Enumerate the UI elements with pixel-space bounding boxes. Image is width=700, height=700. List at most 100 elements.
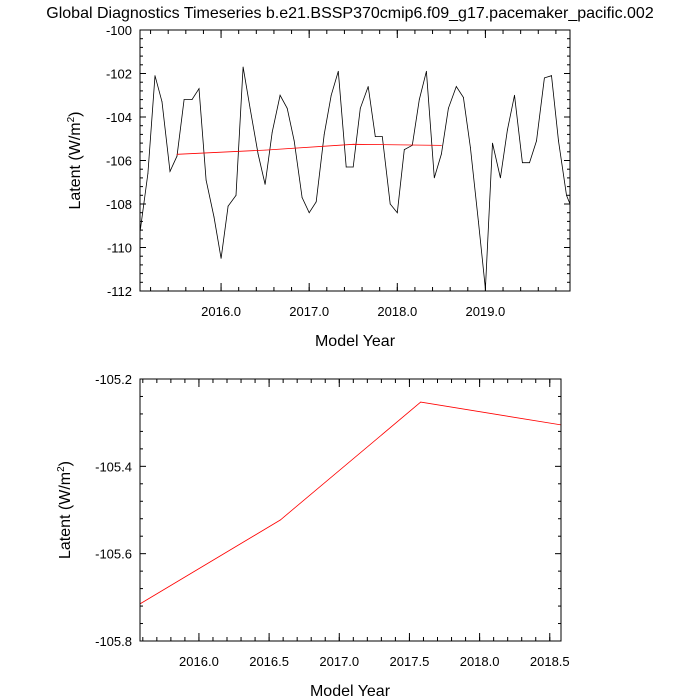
data-point-monthly (271, 131, 273, 133)
data-point-monthly (315, 201, 317, 203)
x-tick-label: 2016.5 (249, 654, 289, 669)
data-point-monthly (426, 70, 427, 72)
data-point-monthly (227, 205, 229, 207)
y-tick-label: -106 (106, 154, 132, 169)
chart-bottom-ticks-minor (140, 379, 561, 641)
data-point-monthly (235, 194, 237, 196)
x-tick-label: 2018.5 (530, 654, 570, 669)
chart-top-x-axis-label: Model Year (315, 333, 396, 350)
y-tick-label: -105.4 (95, 459, 132, 474)
y-tick-label: -105.2 (95, 372, 132, 387)
x-tick-label: 2016.0 (179, 654, 219, 669)
data-point-monthly (161, 101, 163, 103)
data-point-monthly (441, 153, 442, 155)
data-point-monthly (544, 77, 545, 79)
y-tick-label: -108 (106, 197, 132, 212)
data-point-monthly (389, 203, 391, 205)
data-point-monthly (558, 140, 559, 142)
data-point-monthly (522, 162, 523, 164)
data-point-monthly (220, 258, 222, 259)
y-tick-label: -110 (107, 241, 132, 256)
data-point-monthly (478, 221, 479, 222)
data-point-monthly (242, 66, 244, 68)
data-point-monthly (463, 97, 464, 98)
y-tick-label: -105.6 (95, 547, 132, 562)
data-point-monthly (154, 75, 156, 77)
data-point-monthly (183, 99, 185, 100)
x-tick-label: 2018.0 (460, 654, 500, 669)
data-point-monthly (492, 142, 493, 144)
chart-top-frame (139, 29, 571, 292)
chart-bottom-yticks: -105.8 -105.6 -105.4 -105.2 (95, 372, 132, 649)
data-point-monthly (507, 129, 508, 131)
data-point-monthly (301, 197, 303, 198)
data-point-monthly (293, 140, 295, 142)
data-point-monthly (381, 136, 383, 138)
data-point-monthly (286, 107, 288, 109)
data-point-monthly (249, 107, 251, 109)
data-point-monthly (536, 140, 537, 142)
chart-top-y-axis-label-sup: 2 (66, 116, 77, 122)
data-point-monthly (551, 75, 552, 77)
x-tick-label: 2016.0 (201, 304, 241, 319)
y-tick-label: -105.8 (95, 634, 132, 649)
chart-bottom-x-axis-label: Model Year (310, 683, 391, 700)
x-tick-label: 2019.0 (466, 304, 506, 319)
data-point-annual (264, 149, 266, 151)
data-point-monthly (264, 184, 266, 185)
data-point-monthly (147, 173, 149, 174)
data-point-monthly (257, 153, 259, 155)
chart-bottom-y-axis-label: Latent (W/m2) (56, 461, 74, 559)
x-tick-label: 2017.0 (289, 304, 329, 319)
chart-top-yticks: -112 -110 -108 -106 -104 -102 -100 (106, 23, 132, 299)
data-point-monthly (485, 288, 486, 290)
y-tick-label: -104 (106, 110, 132, 125)
data-point-annual (441, 145, 442, 146)
x-tick-label: 2017.0 (319, 654, 359, 669)
data-point-monthly (374, 136, 376, 138)
data-point-monthly (169, 171, 171, 172)
data-point-monthly (345, 166, 347, 168)
chart-bottom-series (139, 401, 562, 605)
series-line-monthly (139, 66, 571, 289)
data-point-monthly (566, 194, 567, 196)
series-line-annual (139, 401, 562, 605)
data-point-monthly (396, 212, 398, 214)
figure-title: Global Diagnostics Timeseries b.e21.BSSP… (46, 5, 654, 22)
chart-top-xticks: 2016.0 2017.0 2018.0 2019.0 (201, 304, 505, 319)
chart-bottom-frame (139, 378, 562, 642)
data-point-monthly (455, 86, 457, 87)
series-line-annual (176, 143, 442, 155)
data-point-monthly (433, 177, 435, 179)
chart-top-series (139, 66, 571, 290)
data-point-monthly (191, 99, 193, 100)
data-point-monthly (470, 147, 471, 148)
data-point-monthly (205, 179, 207, 181)
data-point-annual (279, 519, 281, 521)
data-point-monthly (352, 166, 354, 168)
data-point-monthly (529, 162, 530, 164)
chart-bottom: -105.8 -105.6 -105.4 -105.2 2016.0 2016.5 201… (56, 372, 570, 700)
data-point-annual (420, 401, 422, 403)
chart-top-y-axis-label-main: Latent (W/m (67, 122, 84, 209)
data-point-monthly (359, 107, 361, 109)
data-point-monthly (418, 99, 420, 100)
data-point-monthly (367, 86, 369, 87)
data-point-monthly (308, 212, 310, 214)
data-point-monthly (500, 177, 501, 179)
chart-bottom-y-axis-label-sup: 2 (56, 466, 67, 472)
data-point-monthly (330, 94, 332, 96)
chart-bottom-y-axis-label-main: Latent (W/m (57, 472, 74, 559)
data-point-annual (352, 143, 354, 145)
chart-bottom-xticks: 2016.0 2016.5 2017.0 2017.5 2018.0 2018.5 (179, 654, 570, 669)
chart-top-y-axis-label-close: ) (67, 111, 84, 116)
data-point-monthly (213, 216, 215, 218)
data-point-monthly (176, 155, 178, 157)
data-point-annual (176, 153, 178, 155)
y-tick-label: -112 (107, 284, 132, 299)
chart-top-y-axis-label: Latent (W/m2) (66, 111, 84, 209)
chart-top: -112 -110 -108 -106 -104 -102 -100 2016.0 2017.… (66, 23, 571, 350)
data-point-monthly (403, 149, 405, 151)
chart-bottom-ticks-major (140, 378, 561, 642)
data-point-monthly (337, 70, 339, 72)
